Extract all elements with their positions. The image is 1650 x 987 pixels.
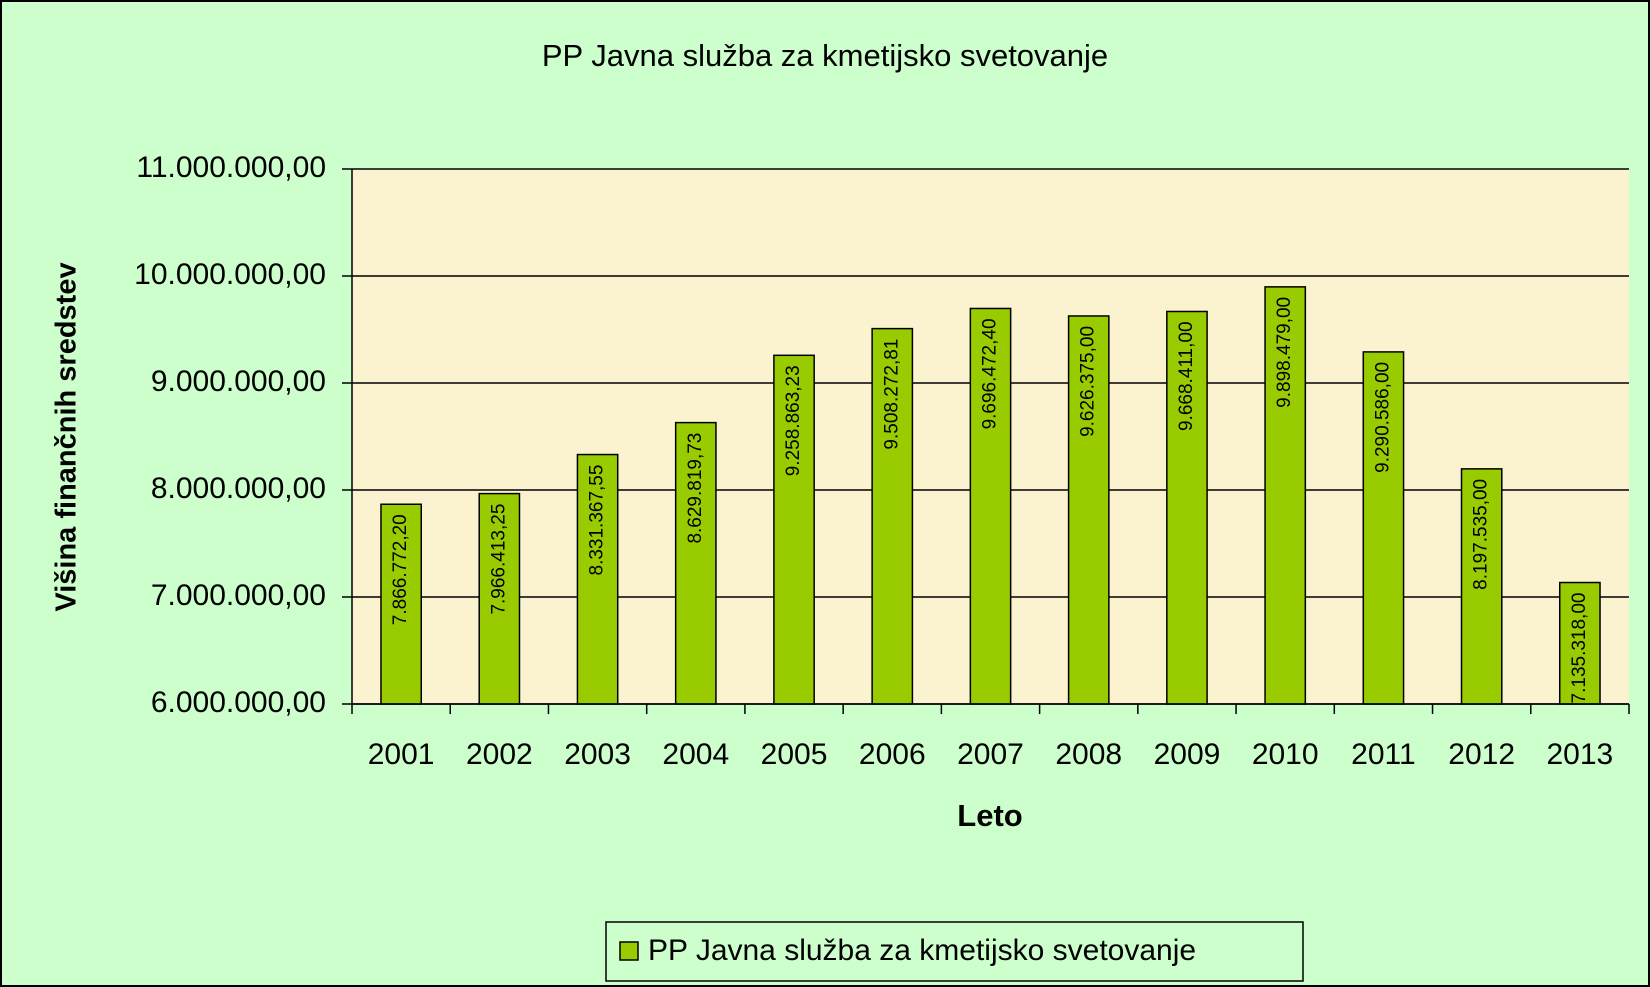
x-tick-label: 2007 [957, 738, 1024, 771]
y-axis-title: Višina finančnih sredstev [51, 262, 83, 611]
bar [969, 307, 1012, 705]
x-tick-label: 2013 [1547, 738, 1614, 771]
y-tick-label: 11.000.000,00 [136, 151, 326, 184]
data-label: 8.197.535,00 [1471, 479, 1492, 590]
data-label: 9.290.586,00 [1372, 362, 1393, 473]
data-label: 8.629.819,73 [685, 433, 706, 544]
x-tick-label: 2006 [859, 738, 926, 771]
data-label: 9.258.863,23 [783, 365, 804, 476]
legend-swatch [619, 941, 639, 961]
bar [674, 421, 717, 705]
data-label: 9.898.479,00 [1274, 297, 1295, 408]
data-label: 9.626.375,00 [1078, 326, 1099, 437]
y-tick-label: 8.000.000,00 [151, 472, 326, 505]
bar [1460, 468, 1503, 705]
x-tick-label: 2012 [1448, 738, 1515, 771]
data-label: 7.966.413,25 [488, 504, 509, 615]
data-label: 8.331.367,55 [587, 465, 608, 576]
x-tick-label: 2010 [1252, 738, 1319, 771]
y-tick-label: 6.000.000,00 [151, 686, 326, 719]
y-tick-label: 10.000.000,00 [134, 258, 326, 291]
x-tick-label: 2008 [1055, 738, 1122, 771]
x-tick-label: 2003 [564, 738, 631, 771]
x-tick-label: 2001 [368, 738, 435, 771]
data-label: 9.508.272,81 [881, 339, 902, 450]
legend [605, 921, 1304, 982]
x-tick-label: 2002 [466, 738, 533, 771]
x-axis-title: Leto [957, 798, 1022, 833]
bar [576, 453, 619, 705]
bar [1067, 315, 1110, 705]
bar [380, 503, 423, 705]
y-tick-label: 9.000.000,00 [151, 365, 326, 398]
data-label: 9.668.411,00 [1176, 321, 1197, 431]
legend-label: PP Javna služba za kmetijsko svetovanje [648, 934, 1196, 967]
x-tick-label: 2011 [1351, 738, 1416, 771]
bar [1166, 310, 1208, 705]
x-tick-label: 2009 [1154, 738, 1221, 771]
chart-title: PP Javna služba za kmetijsko svetovanje [542, 38, 1108, 73]
bar [1264, 286, 1307, 705]
y-tick-label: 7.000.000,00 [151, 579, 326, 612]
data-label: 7.135.318,00 [1569, 593, 1590, 704]
x-tick-label: 2005 [761, 738, 828, 771]
bar [871, 327, 914, 705]
x-tick-label: 2004 [662, 738, 729, 771]
bar [1362, 351, 1405, 705]
bar [478, 492, 521, 705]
data-label: 9.696.472,40 [980, 318, 1001, 429]
data-label: 7.866.772,20 [390, 514, 411, 625]
